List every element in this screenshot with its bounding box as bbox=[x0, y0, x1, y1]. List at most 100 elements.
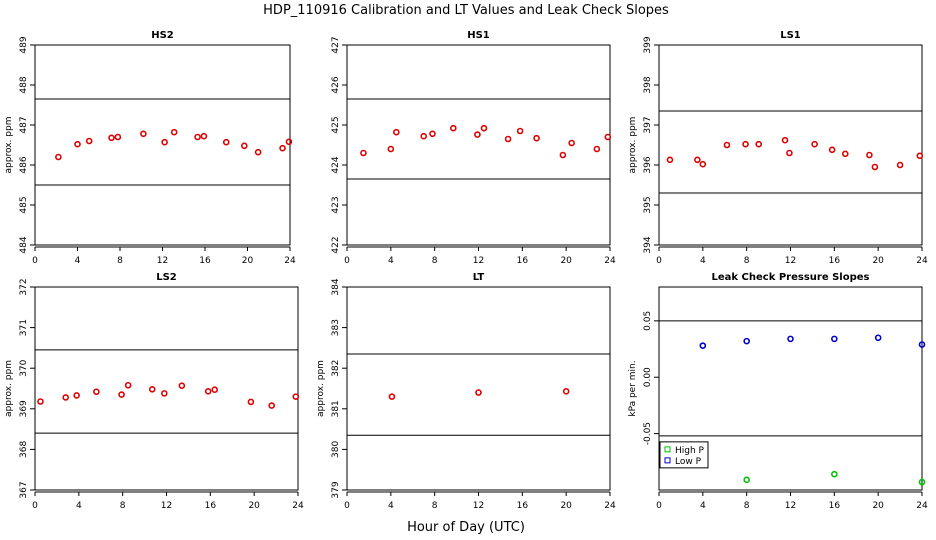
y-tick-label: 423 bbox=[331, 196, 341, 213]
main-title: HDP_110916 Calibration and LT Values and… bbox=[263, 3, 669, 18]
data-point bbox=[475, 389, 482, 396]
x-tick-label: 24 bbox=[604, 256, 616, 266]
data-point bbox=[178, 382, 186, 389]
data-point bbox=[866, 151, 873, 159]
legend-box bbox=[659, 441, 709, 469]
data-point bbox=[604, 133, 612, 141]
x-tick-label: 20 bbox=[872, 256, 884, 266]
data-point bbox=[37, 398, 44, 405]
y-tick-label: 425 bbox=[331, 116, 341, 133]
x-tick-label: 0 bbox=[656, 501, 662, 511]
data-point bbox=[140, 130, 147, 138]
legend-swatch bbox=[664, 446, 671, 453]
data-point bbox=[723, 141, 731, 149]
data-point bbox=[918, 341, 926, 348]
data-point bbox=[593, 145, 601, 153]
panel-title: LT bbox=[473, 272, 485, 283]
x-tick-label: 20 bbox=[560, 501, 572, 511]
data-point bbox=[62, 394, 69, 401]
data-point bbox=[562, 388, 570, 395]
y-tick-label: 383 bbox=[331, 319, 341, 336]
data-point bbox=[194, 133, 201, 141]
y-axis-label: approx. ppm bbox=[628, 117, 638, 174]
panel-title: Leak Check Pressure Slopes bbox=[712, 272, 870, 283]
panel-title: HS1 bbox=[467, 30, 490, 41]
data-point bbox=[429, 130, 436, 138]
x-tick-label: 8 bbox=[117, 256, 123, 266]
data-point bbox=[124, 381, 132, 389]
x-tick-label: 0 bbox=[32, 256, 38, 266]
y-tick-label: 384 bbox=[331, 278, 341, 295]
data-point bbox=[533, 134, 540, 142]
x-tick-label: 12 bbox=[785, 256, 796, 266]
data-point bbox=[241, 142, 248, 150]
x-tick-label: 12 bbox=[473, 256, 484, 266]
y-tick-label: 0.05 bbox=[643, 311, 653, 331]
data-point bbox=[559, 151, 567, 159]
data-point bbox=[161, 138, 168, 146]
y-tick-label: 371 bbox=[19, 319, 29, 336]
plot-frame bbox=[346, 286, 611, 491]
plot-frame bbox=[34, 44, 291, 246]
x-tick-label: 24 bbox=[916, 501, 928, 511]
y-tick-label: 379 bbox=[331, 481, 341, 498]
x-tick-label: 20 bbox=[560, 256, 572, 266]
data-point bbox=[699, 160, 707, 168]
data-point bbox=[694, 156, 701, 164]
data-point bbox=[786, 149, 793, 157]
y-tick-label: 489 bbox=[19, 36, 29, 53]
data-point bbox=[811, 140, 818, 148]
y-tick-label: 487 bbox=[19, 116, 29, 133]
y-tick-label: 422 bbox=[331, 236, 341, 253]
data-point bbox=[474, 131, 481, 138]
data-point bbox=[55, 153, 62, 161]
x-tick-label: 0 bbox=[344, 256, 350, 266]
y-axis-label: approx. ppm bbox=[316, 360, 326, 417]
x-tick-label: 24 bbox=[916, 256, 928, 266]
panel-ls2: LS2 0 4 8 12 16 20 24 367 368 369 370 371 372 approx. … bbox=[4, 272, 304, 511]
x-tick-label: 16 bbox=[205, 501, 217, 511]
plot-frame bbox=[34, 286, 299, 491]
y-tick-label: 426 bbox=[331, 76, 341, 93]
y-tick-label: 424 bbox=[331, 156, 341, 173]
x-tick-label: 16 bbox=[199, 256, 211, 266]
panel-title: LS2 bbox=[156, 272, 177, 283]
x-tick-label: 4 bbox=[388, 501, 394, 511]
y-tick-label: 369 bbox=[19, 400, 29, 417]
x-tick-label: 16 bbox=[829, 256, 841, 266]
data-point bbox=[896, 161, 904, 169]
panel-leak: Leak Check Pressure Slopes 0 4 8 12 16 20 24 -0.… bbox=[628, 272, 928, 511]
plot-frame bbox=[346, 44, 611, 246]
x-tick-label: 12 bbox=[157, 256, 168, 266]
y-tick-label: 372 bbox=[19, 278, 29, 295]
x-tick-label: 8 bbox=[744, 256, 750, 266]
data-point bbox=[285, 138, 293, 146]
data-point bbox=[74, 140, 81, 148]
data-point bbox=[161, 390, 168, 397]
y-tick-label: 368 bbox=[19, 441, 29, 458]
y-tick-label: 427 bbox=[331, 36, 341, 53]
legend-label: High P bbox=[675, 446, 705, 456]
data-point bbox=[388, 393, 396, 400]
x-tick-label: 16 bbox=[517, 256, 529, 266]
panel-hs1: HS1 0 4 8 12 16 20 24 422 423 424 425 426 427 bbox=[331, 30, 616, 266]
data-point bbox=[200, 132, 208, 140]
y-tick-label: 394 bbox=[643, 236, 653, 253]
panel-title: HS2 bbox=[151, 30, 174, 41]
y-tick-label: 488 bbox=[19, 76, 29, 93]
y-axis-label: kPa per min. bbox=[628, 360, 638, 416]
y-tick-label: 397 bbox=[643, 116, 653, 133]
x-tick-label: 12 bbox=[161, 501, 172, 511]
y-tick-label: 370 bbox=[19, 359, 29, 376]
data-point bbox=[93, 388, 100, 396]
x-tick-label: 24 bbox=[292, 501, 304, 511]
data-point bbox=[787, 335, 794, 343]
panel-hs2: HS2 0 4 8 12 16 20 24 484 485 486 487 488 489 approx. … bbox=[4, 30, 296, 266]
x-tick-label: 8 bbox=[432, 501, 438, 511]
data-point bbox=[420, 132, 428, 140]
data-point bbox=[874, 334, 882, 342]
data-point bbox=[871, 163, 879, 171]
y-tick-label: 395 bbox=[643, 196, 653, 213]
y-tick-label: 382 bbox=[331, 360, 341, 377]
data-point bbox=[360, 149, 367, 157]
